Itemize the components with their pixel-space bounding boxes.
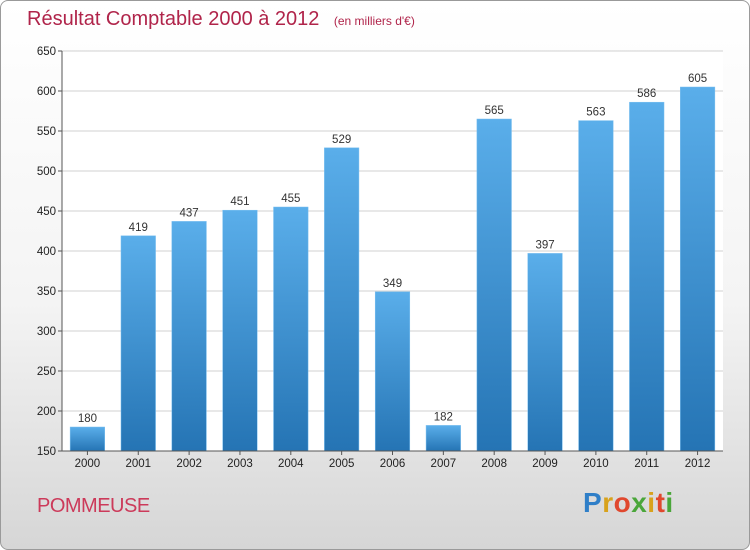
commune-name: POMMEUSE	[37, 495, 150, 517]
logo-letter: r	[602, 487, 614, 518]
bar-2007	[425, 425, 461, 452]
data-label-2003: 451	[230, 196, 249, 208]
data-label-2008: 565	[485, 105, 504, 117]
x-tick-label-2011: 2011	[634, 458, 659, 470]
logo-letter: i	[647, 487, 656, 518]
chart-subtitle: (en milliers d'€)	[333, 14, 415, 28]
bar-2011	[629, 101, 665, 452]
labels: 150 200 250 300 350 400 450 500 550 600 650 180 2000…	[37, 46, 711, 470]
y-tick-label: 500	[37, 166, 56, 178]
data-label-2010: 563	[586, 107, 605, 119]
logo-letter: x	[631, 487, 648, 518]
bar-2000	[69, 426, 105, 452]
proxiti-logo: Proxiti	[583, 487, 674, 519]
x-tick-label-2005: 2005	[329, 458, 355, 470]
y-tick-label: 150	[37, 446, 56, 458]
x-tick-label-2010: 2010	[583, 458, 609, 470]
data-label-2002: 437	[180, 207, 199, 219]
y-tick-label: 400	[37, 246, 56, 258]
x-tick-label-2008: 2008	[481, 458, 507, 470]
bar-2008	[476, 118, 512, 452]
y-tick-label: 250	[37, 366, 56, 378]
x-tick-label-2000: 2000	[75, 458, 101, 470]
logo-letter: t	[655, 487, 666, 518]
x-tick-label-2001: 2001	[125, 458, 151, 470]
x-tick-label-2003: 2003	[227, 458, 253, 470]
data-label-2005: 529	[332, 134, 351, 146]
bar-2003	[222, 209, 258, 452]
data-label-2000: 180	[78, 413, 97, 425]
x-tick-label-2009: 2009	[532, 458, 558, 470]
x-tick-label-2006: 2006	[380, 458, 406, 470]
x-tick-label-2002: 2002	[176, 458, 202, 470]
bar-2010	[578, 120, 614, 452]
chart-title: Résultat Comptable 2000 à 2012	[27, 8, 320, 30]
axes	[58, 50, 723, 455]
x-tick-label-2007: 2007	[431, 458, 457, 470]
data-label-2004: 455	[281, 193, 300, 205]
data-label-2001: 419	[129, 222, 148, 234]
data-label-2007: 182	[434, 411, 453, 423]
bars	[69, 86, 716, 452]
y-tick-label: 450	[37, 206, 56, 218]
bar-2012	[680, 86, 716, 452]
logo-letter: o	[613, 487, 632, 518]
data-label-2006: 349	[383, 278, 402, 290]
y-tick-label: 200	[37, 406, 56, 418]
y-tick-label: 650	[37, 46, 56, 58]
bar-2002	[171, 221, 207, 452]
bar-2006	[374, 291, 411, 452]
y-tick-label: 350	[37, 286, 56, 298]
data-label-2009: 397	[535, 239, 554, 251]
title-block: Résultat Comptable 2000 à 2012 (en milli…	[27, 8, 415, 31]
logo-letter: i	[665, 487, 674, 518]
bar-2009	[527, 253, 563, 452]
x-tick-label-2004: 2004	[278, 458, 304, 470]
y-tick-label: 550	[37, 126, 56, 138]
bar-2001	[120, 235, 156, 452]
y-tick-label: 300	[37, 326, 56, 338]
data-label-2012: 605	[688, 73, 707, 85]
bar-2004	[273, 206, 309, 452]
y-tick-label: 600	[37, 86, 56, 98]
x-tick-label-2012: 2012	[685, 458, 711, 470]
bar-2005	[324, 147, 360, 452]
data-label-2011: 586	[637, 88, 656, 100]
logo-letter: P	[583, 487, 603, 518]
